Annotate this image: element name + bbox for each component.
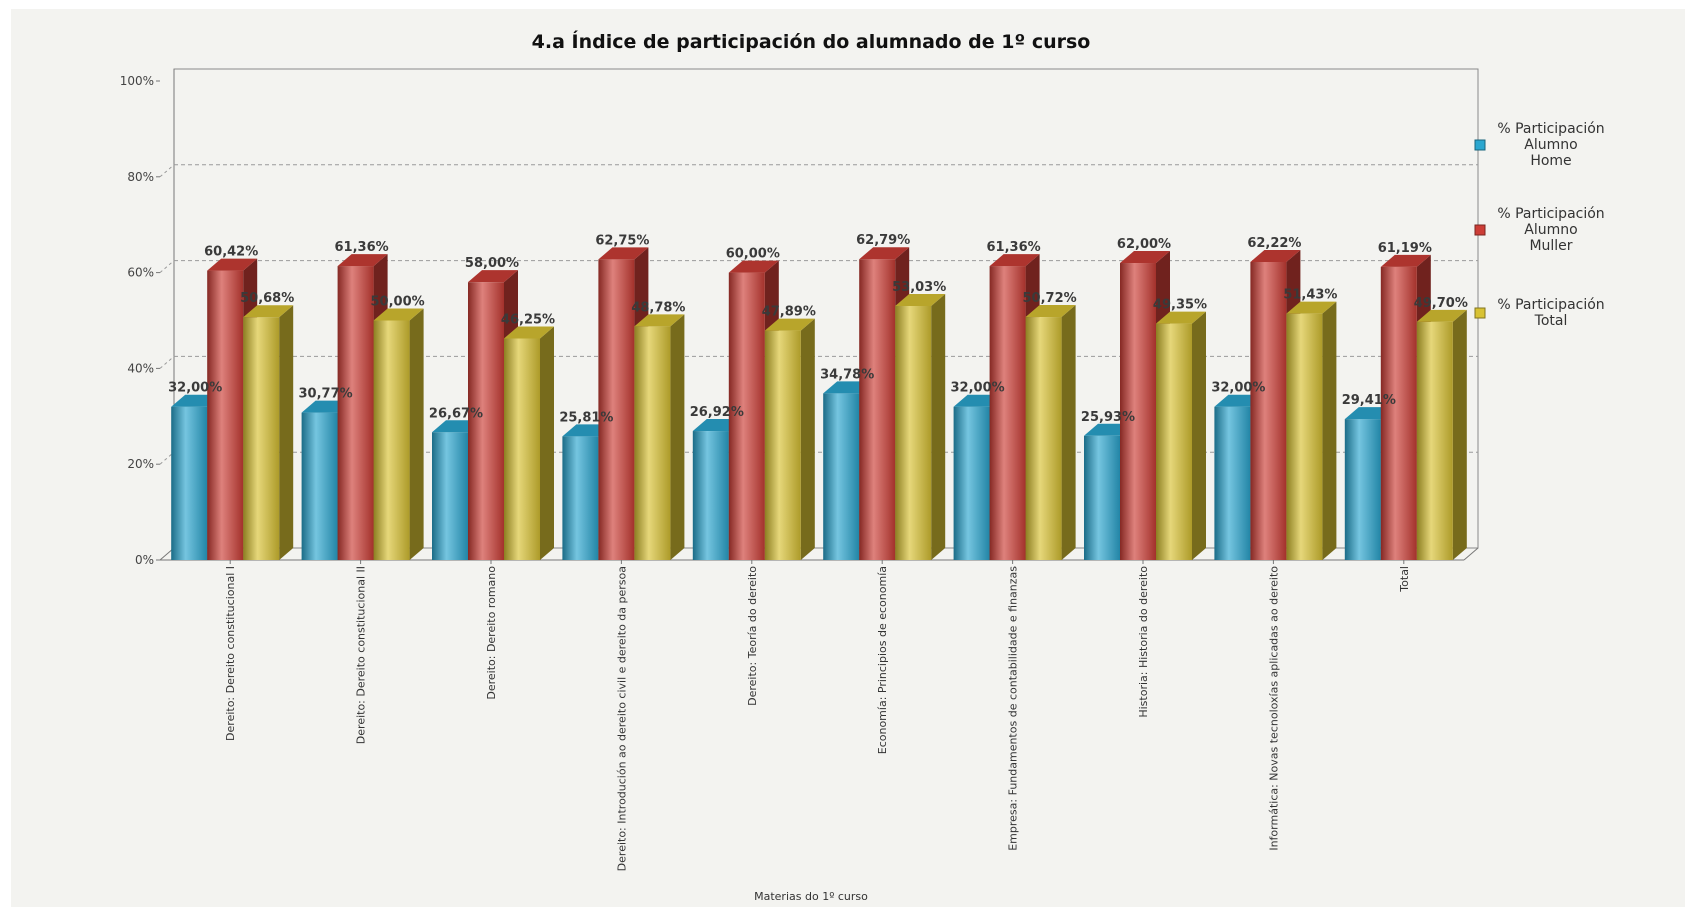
x-axis-ticks: Dereito: Dereito constitucional I Dereito… — [224, 560, 1411, 871]
data-label: 62,75% — [595, 233, 649, 248]
data-label: 50,72% — [1023, 291, 1077, 306]
data-label: 53,03% — [892, 280, 946, 295]
x-tick-label: Dereito: Dereito constitucional I — [224, 566, 237, 741]
data-label: 49,35% — [1153, 298, 1207, 313]
y-tick-label: 100% — [120, 74, 154, 88]
x-tick-label: Empresa: Fundamentos de contabilidade e … — [1007, 566, 1020, 851]
y-tick-label: 60% — [127, 266, 154, 280]
x-tick-label: Dereito: Introdución ao dereito civil e … — [615, 566, 628, 871]
x-axis-title: Materias do 1º curso — [754, 890, 868, 903]
data-label: 26,92% — [690, 405, 744, 420]
data-label: 60,00% — [726, 247, 780, 262]
data-label: 62,00% — [1117, 237, 1171, 252]
legend-label: Alumno — [1524, 222, 1577, 238]
data-label: 29,41% — [1342, 393, 1396, 408]
bar — [895, 293, 946, 560]
legend-label: % Participación — [1497, 121, 1604, 137]
x-tick-label: Historia: Historia do dereito — [1137, 566, 1150, 718]
y-tick-label: 80% — [127, 170, 154, 184]
gridline — [159, 260, 175, 273]
data-label: 32,00% — [168, 381, 222, 396]
x-tick-label: Informática: Novas tecnoloxías aplicadas… — [1267, 566, 1280, 851]
legend-swatch — [1474, 224, 1486, 236]
bar — [1156, 311, 1206, 560]
data-labels: 32,00% 60,42% 50,68% 30,77% 61,36% 50,00% 26,6… — [168, 233, 1468, 425]
data-label: 58,00% — [465, 256, 519, 271]
data-label: 61,19% — [1378, 241, 1432, 256]
data-label: 50,00% — [371, 295, 425, 310]
data-label: 32,00% — [951, 381, 1005, 396]
legend-label: Total — [1534, 313, 1568, 329]
floor-edge — [1463, 547, 1479, 561]
legend-swatch — [1474, 307, 1486, 319]
gridline — [159, 356, 175, 369]
bar — [373, 308, 424, 560]
y-axis-ticks: 0% 20% 40% 60% 80% 100% — [120, 74, 160, 567]
gridline — [159, 164, 175, 178]
bar — [1286, 301, 1337, 560]
x-tick-label: Dereito: Dereito constitucional II — [355, 566, 368, 744]
bar — [504, 326, 554, 560]
x-tick-label: Economía: Principios de economía — [876, 566, 889, 754]
data-label: 48,78% — [631, 300, 685, 315]
y-tick-label: 0% — [135, 553, 154, 567]
data-label: 30,77% — [299, 387, 353, 402]
legend-label: Home — [1530, 153, 1571, 169]
x-tick-label: Dereito: Teoría do dereito — [746, 566, 759, 706]
bar — [1416, 309, 1467, 560]
data-label: 49,70% — [1414, 296, 1468, 311]
data-label: 50,68% — [240, 291, 294, 306]
data-label: 61,36% — [335, 240, 389, 255]
data-label: 34,78% — [820, 367, 874, 382]
bar-chart: 4.a Índice de participación do alumnado … — [120, 30, 1605, 903]
bars — [171, 247, 1467, 561]
x-tick-label: Total — [1398, 566, 1411, 593]
chart-title: 4.a Índice de participación do alumnado … — [532, 30, 1091, 53]
bar — [634, 314, 685, 560]
y-tick-label: 20% — [127, 457, 154, 471]
legend-label: Muller — [1529, 238, 1572, 254]
data-label: 32,00% — [1211, 381, 1265, 396]
bar — [243, 305, 294, 560]
bar — [764, 318, 815, 560]
data-label: 62,22% — [1247, 236, 1301, 251]
data-label: 25,81% — [559, 410, 613, 425]
data-label: 25,93% — [1081, 410, 1135, 425]
data-label: 51,43% — [1283, 288, 1337, 303]
data-label: 46,25% — [501, 312, 555, 327]
data-label: 61,36% — [987, 240, 1041, 255]
legend-swatch — [1474, 139, 1486, 151]
data-label: 62,79% — [856, 233, 910, 248]
data-label: 26,67% — [429, 406, 483, 421]
y-tick-label: 40% — [127, 361, 154, 375]
chart-panel: 4.a Índice de participación do alumnado … — [11, 9, 1685, 907]
legend-label: % Participación — [1497, 297, 1604, 313]
data-label: 47,89% — [762, 305, 816, 320]
x-tick-label: Dereito: Dereito romano — [485, 566, 498, 700]
data-label: 60,42% — [204, 245, 258, 260]
legend-label: Alumno — [1524, 137, 1577, 153]
bar — [1025, 305, 1076, 560]
legend-label: % Participación — [1497, 206, 1604, 222]
